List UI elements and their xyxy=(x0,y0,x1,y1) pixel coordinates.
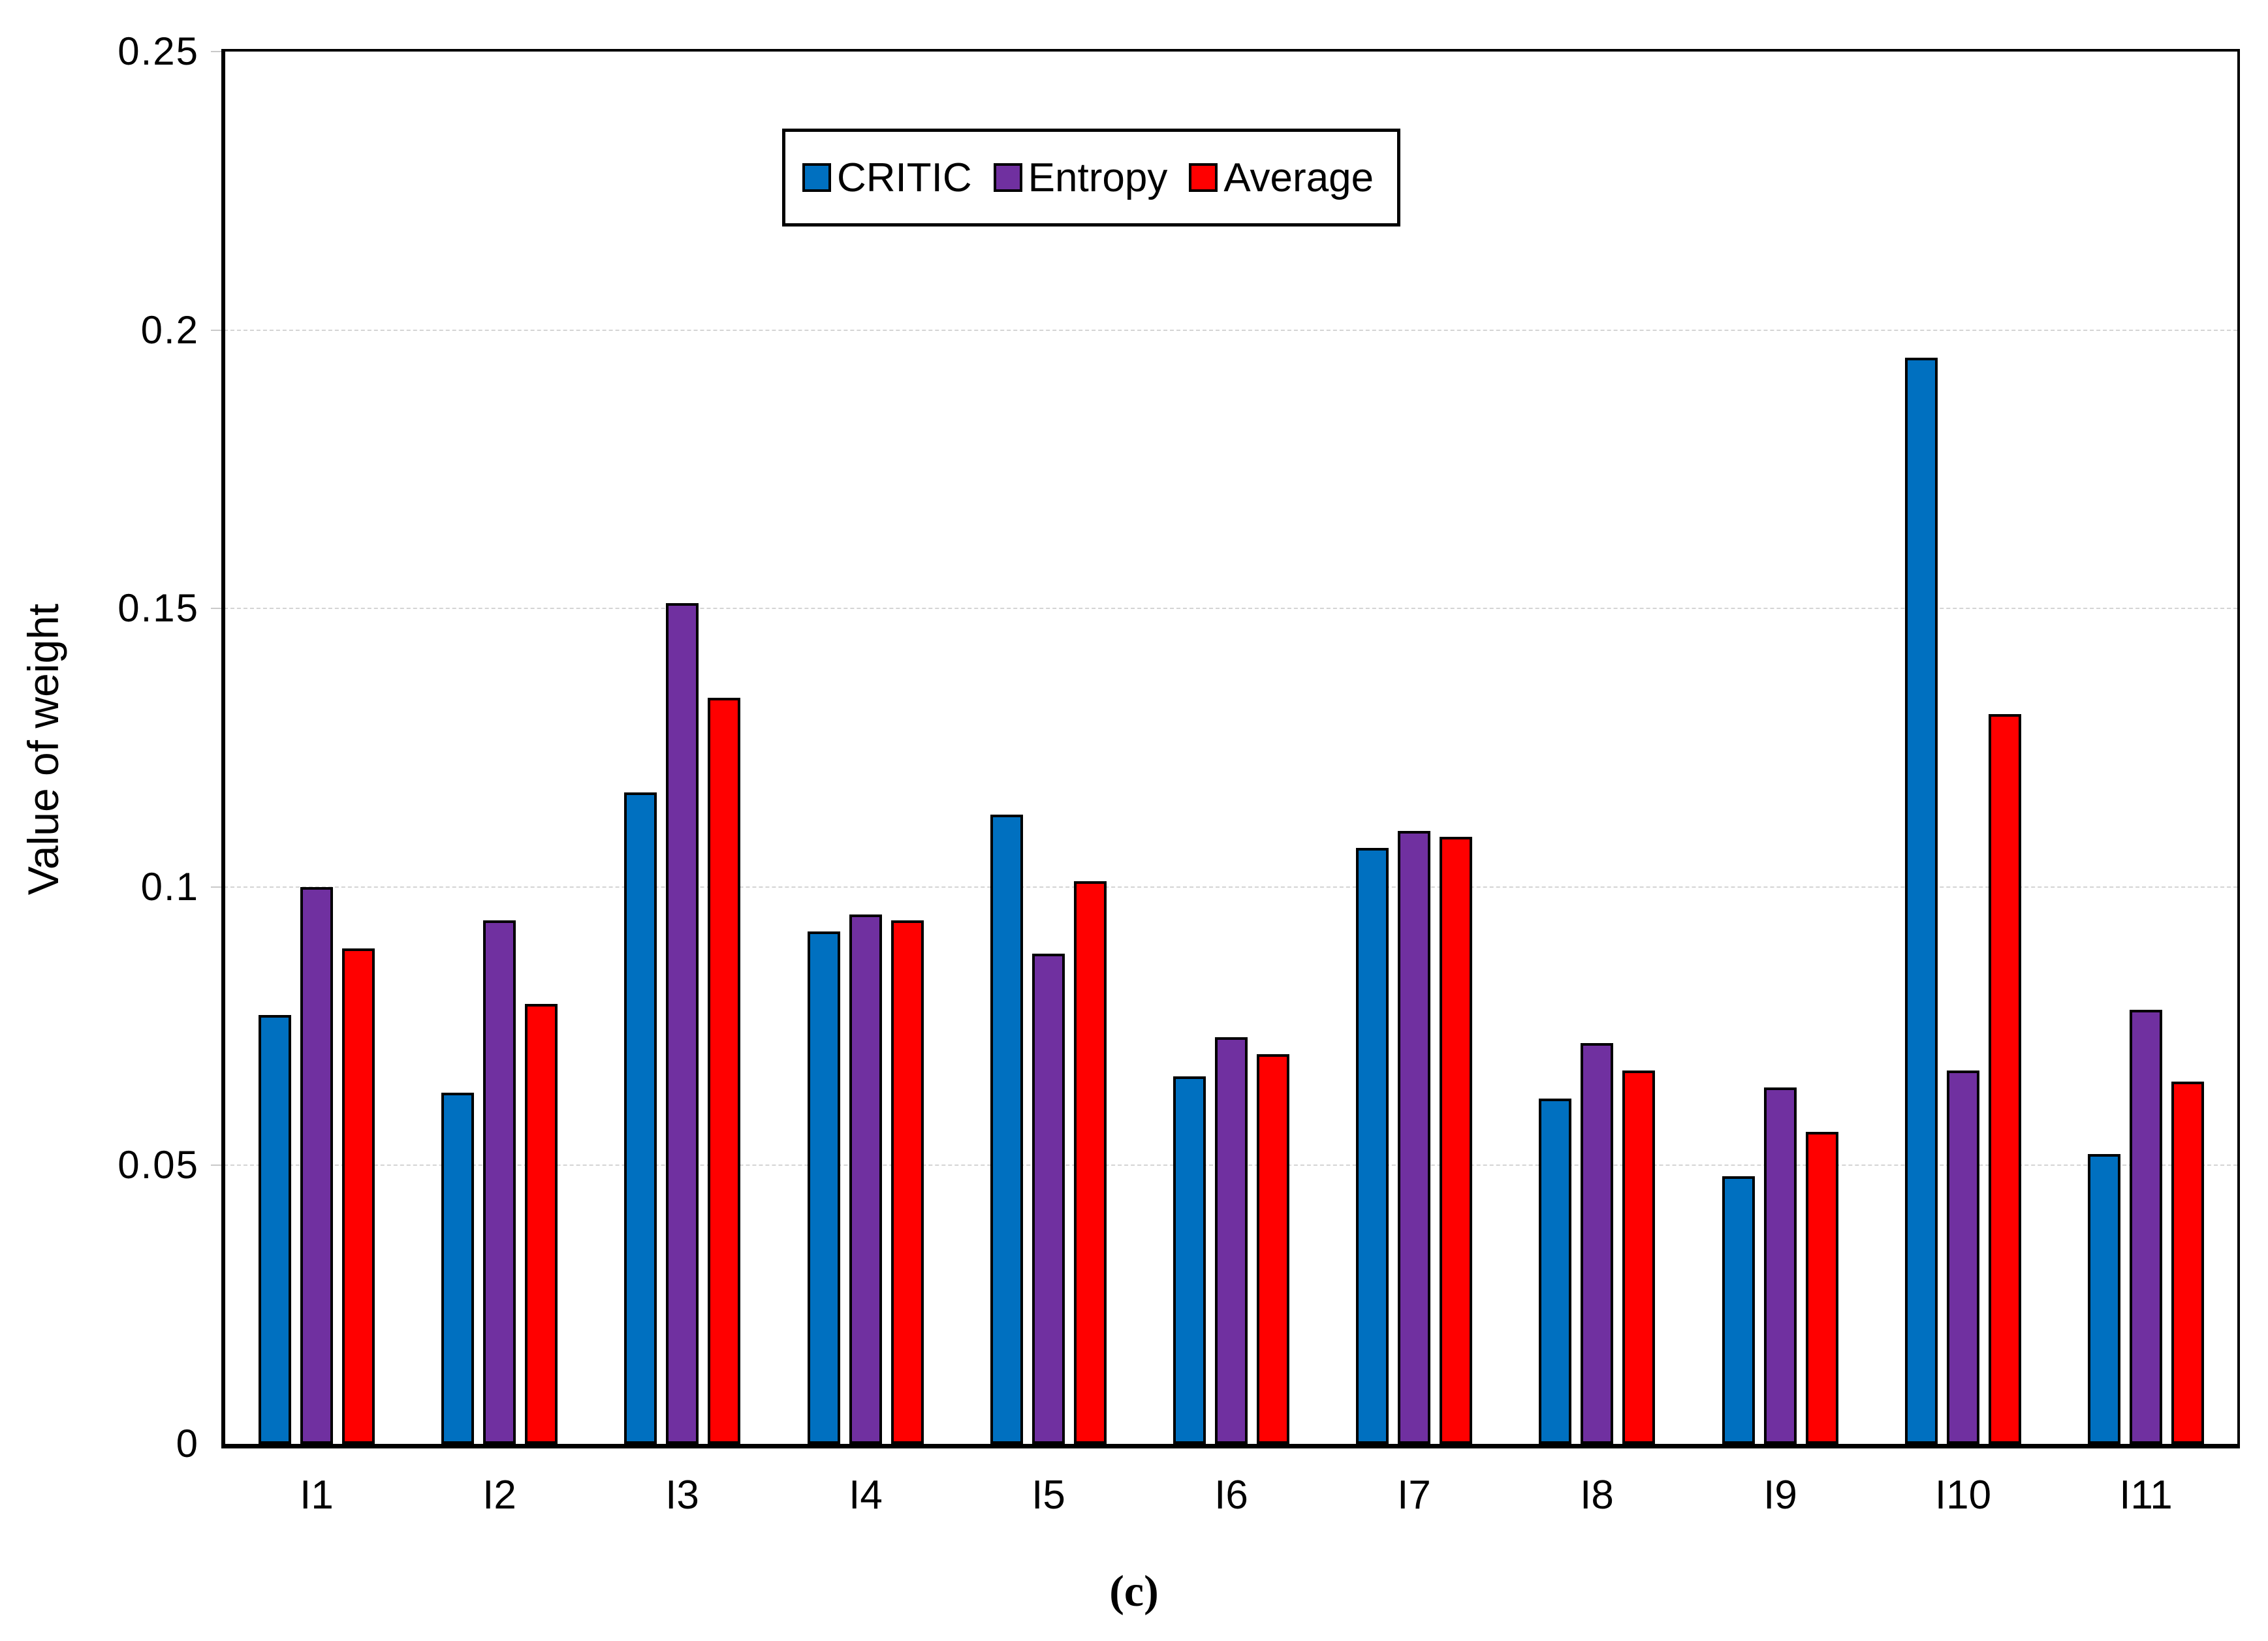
bar-CRITIC-I4 xyxy=(808,931,840,1444)
legend-label-average: Average xyxy=(1223,155,1374,200)
x-category-label-I10: I10 xyxy=(1934,1473,1992,1518)
x-category-label-I11: I11 xyxy=(2119,1473,2173,1518)
bar-Average-I9 xyxy=(1806,1132,1838,1444)
y-axis-line xyxy=(221,49,225,1444)
x-category-label-I6: I6 xyxy=(1214,1473,1248,1518)
y-axis-tick xyxy=(211,1164,225,1166)
y-tick-label: 0.25 xyxy=(118,29,199,73)
gridline xyxy=(211,886,2237,888)
bar-Entropy-I5 xyxy=(1032,954,1065,1444)
bar-CRITIC-I2 xyxy=(441,1093,474,1444)
bar-Entropy-I4 xyxy=(849,914,882,1444)
x-category-label-I3: I3 xyxy=(665,1473,699,1518)
bar-Average-I3 xyxy=(708,698,740,1444)
legend-label-critic: CRITIC xyxy=(837,155,972,200)
bar-Average-I2 xyxy=(525,1004,558,1444)
bar-CRITIC-I6 xyxy=(1173,1076,1206,1444)
x-category-label-I7: I7 xyxy=(1397,1473,1431,1518)
y-axis-tick xyxy=(211,51,225,52)
bar-Entropy-I10 xyxy=(1947,1071,1979,1444)
bar-Entropy-I8 xyxy=(1581,1043,1613,1444)
bar-Entropy-I7 xyxy=(1398,831,1430,1444)
y-axis-tick xyxy=(211,608,225,609)
bar-Entropy-I1 xyxy=(300,887,333,1444)
bar-Average-I6 xyxy=(1257,1054,1289,1444)
y-axis-tick xyxy=(211,330,225,331)
bar-CRITIC-I3 xyxy=(624,792,657,1444)
bar-Average-I7 xyxy=(1440,837,1472,1444)
bar-Average-I10 xyxy=(1989,714,2021,1444)
plot-top-border xyxy=(221,49,2240,52)
legend-swatch-entropy xyxy=(993,163,1022,192)
bar-Average-I8 xyxy=(1622,1071,1655,1444)
x-category-label-I4: I4 xyxy=(849,1473,883,1518)
bar-Entropy-I11 xyxy=(2130,1010,2162,1444)
legend-swatch-average xyxy=(1189,163,1218,192)
y-axis-tick xyxy=(211,886,225,888)
bar-Entropy-I9 xyxy=(1764,1087,1797,1444)
gridline xyxy=(211,330,2237,331)
x-category-label-I5: I5 xyxy=(1032,1473,1065,1518)
legend-label-entropy: Entropy xyxy=(1028,155,1168,200)
bar-Average-I11 xyxy=(2171,1082,2204,1444)
figure-caption: (c) xyxy=(1109,1566,1159,1616)
bar-Average-I5 xyxy=(1074,881,1107,1444)
x-category-label-I8: I8 xyxy=(1580,1473,1614,1518)
bar-CRITIC-I10 xyxy=(1905,358,1938,1444)
bar-Entropy-I3 xyxy=(666,603,699,1444)
y-axis-title: Value of weight xyxy=(19,603,67,896)
y-tick-label: 0.2 xyxy=(140,308,199,352)
bar-Average-I1 xyxy=(342,948,375,1444)
bar-Average-I4 xyxy=(891,920,924,1444)
legend-item-critic: CRITIC xyxy=(802,155,972,201)
x-axis-line xyxy=(221,1444,2240,1448)
x-category-label-I2: I2 xyxy=(482,1473,516,1518)
bar-CRITIC-I9 xyxy=(1722,1176,1755,1444)
plot-right-border xyxy=(2237,49,2240,1444)
legend-item-average: Average xyxy=(1189,155,1374,201)
x-category-label-I9: I9 xyxy=(1763,1473,1797,1518)
y-tick-label: 0.15 xyxy=(118,586,199,630)
bar-CRITIC-I8 xyxy=(1539,1099,1571,1444)
y-tick-label: 0.05 xyxy=(118,1143,199,1187)
legend: CRITIC Entropy Average xyxy=(782,129,1400,227)
bar-CRITIC-I7 xyxy=(1356,848,1389,1444)
y-tick-label: 0.1 xyxy=(140,865,199,909)
bar-CRITIC-I11 xyxy=(2088,1154,2120,1444)
legend-swatch-critic xyxy=(802,163,831,192)
y-tick-label: 0 xyxy=(176,1422,199,1465)
bar-CRITIC-I5 xyxy=(990,815,1023,1444)
gridline xyxy=(211,608,2237,609)
x-category-label-I1: I1 xyxy=(300,1473,334,1518)
bar-Entropy-I6 xyxy=(1215,1037,1248,1444)
plot-area: CRITIC Entropy Average xyxy=(211,49,2240,1448)
bar-CRITIC-I1 xyxy=(259,1015,291,1444)
legend-item-entropy: Entropy xyxy=(993,155,1168,201)
bar-Entropy-I2 xyxy=(483,920,516,1444)
